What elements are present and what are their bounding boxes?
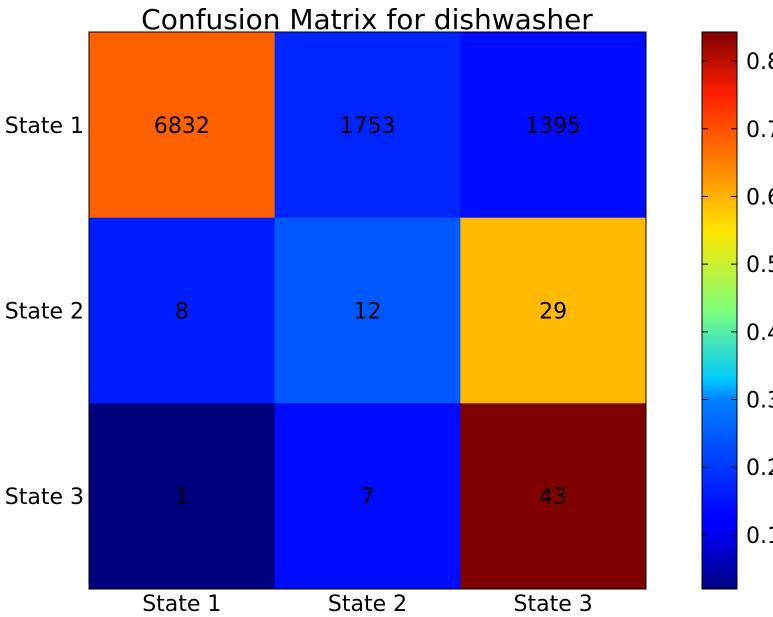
cell-count-label: 43 xyxy=(539,485,567,510)
cell-count-label: 1395 xyxy=(525,114,581,139)
heatmap-cells xyxy=(89,32,647,590)
plot-frame xyxy=(88,31,647,590)
cell-count-label: 29 xyxy=(539,300,567,325)
colorbar-tick-label: 0.1 xyxy=(746,524,773,549)
x-tick-label: State 1 xyxy=(142,592,221,617)
x-tick-label: State 2 xyxy=(328,592,407,617)
cell-count-label: 6832 xyxy=(154,114,210,139)
heatmap-cell xyxy=(460,217,647,404)
cell-count-label: 7 xyxy=(361,485,375,510)
colorbar-ticks: 0.1 0.2 0.3 0.4 0.5 0.6 0.7 0.8 xyxy=(702,50,773,549)
heatmap-cell xyxy=(274,217,461,404)
heatmap-cell xyxy=(89,32,276,219)
cell-count-label: 1753 xyxy=(340,114,396,139)
cell-count-label: 12 xyxy=(354,300,382,325)
colorbar-tick-label: 0.8 xyxy=(746,50,773,75)
heatmap-cell xyxy=(274,32,461,219)
y-tick-label: State 3 xyxy=(5,485,84,510)
cell-count-label: 8 xyxy=(175,300,189,325)
y-tick-label: State 1 xyxy=(5,114,84,139)
colorbar-tick-label: 0.5 xyxy=(746,253,773,278)
heatmap-cell xyxy=(460,32,647,219)
colorbar-tick-label: 0.4 xyxy=(746,321,773,346)
heatmap-cell xyxy=(460,403,647,590)
heatmap-cell xyxy=(89,403,276,590)
y-tick-label: State 2 xyxy=(5,300,84,325)
y-axis-ticks: State 1 State 2 State 3 xyxy=(5,114,84,510)
chart-title: Confusion Matrix for dishwasher xyxy=(141,3,593,36)
colorbar xyxy=(701,31,738,590)
colorbar-tick-label: 0.3 xyxy=(746,388,773,413)
heatmap-cell xyxy=(274,403,461,590)
colorbar-tick-label: 0.7 xyxy=(746,118,773,143)
x-axis-ticks: State 1 State 2 State 3 xyxy=(142,592,593,617)
cell-count-label: 1 xyxy=(175,485,189,510)
colorbar-tick-label: 0.6 xyxy=(746,185,773,210)
cell-labels: 6832 1753 1395 8 12 29 1 7 43 xyxy=(154,114,581,510)
x-tick-label: State 3 xyxy=(514,592,593,617)
colorbar-tick-label: 0.2 xyxy=(746,456,773,481)
heatmap-cell xyxy=(89,217,276,404)
